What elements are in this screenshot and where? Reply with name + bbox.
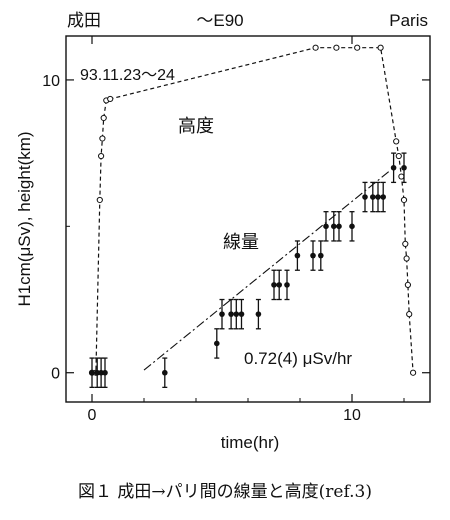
dose-point [255, 311, 262, 317]
altitude-point [98, 152, 105, 160]
altitude-point [354, 44, 361, 51]
dose-point [276, 282, 283, 288]
altitude-point [398, 173, 405, 180]
altitude-point [395, 152, 402, 160]
dose-point [318, 252, 324, 259]
altitude-point [107, 95, 114, 103]
dose-point [98, 369, 104, 376]
altitude-point [393, 138, 400, 145]
dose-point [362, 194, 368, 200]
dose-point [219, 311, 225, 317]
dose-point [214, 340, 220, 347]
dose-point [323, 223, 329, 230]
altitude-point [377, 44, 384, 51]
dose-point [401, 164, 407, 171]
figure-caption: 図１ 成田→パリ間の線量と高度(ref.3) [78, 482, 372, 502]
dose-point [331, 223, 337, 230]
altitude-point [404, 281, 411, 288]
x-tick-label: 10 [343, 407, 361, 424]
altitude-point [96, 196, 103, 204]
altitude-point [400, 196, 408, 204]
altitude-point [406, 311, 413, 318]
dose-point [238, 311, 245, 317]
destination-label: Paris [389, 11, 428, 30]
altitude-point [402, 240, 409, 247]
dose-point [284, 282, 290, 288]
y-axis-label: H1cm(μSv), height(km) [15, 131, 34, 306]
dose-point [228, 311, 234, 317]
dose-point [370, 194, 376, 200]
altitude-point [333, 44, 340, 51]
x-tick-label: 0 [88, 407, 97, 424]
dose-point [271, 282, 277, 288]
fit-line [143, 169, 392, 371]
dose-point [294, 252, 301, 259]
dose-point [349, 223, 355, 230]
dose-point [102, 369, 108, 376]
dose-point [380, 194, 387, 200]
dose-series-label: 線量 [223, 232, 259, 252]
date-annotation: 93.11.23〜24 [80, 67, 175, 84]
altitude-point [410, 369, 417, 376]
dose-point [310, 252, 316, 259]
x-axis-label: time(hr) [221, 433, 280, 452]
origin-label: 成田 [67, 11, 101, 30]
dose-rate-annotation: 0.72(4) μSv/hr [244, 349, 352, 368]
axis-ticks: 0 10 0 10 [42, 36, 430, 424]
dose-point [375, 194, 381, 200]
dose-rate-fit-line [143, 169, 392, 371]
altitude-point [403, 255, 410, 262]
altitude-point [312, 44, 319, 51]
plot-frame [65, 35, 431, 403]
dose-point [336, 223, 342, 230]
altitude-point [100, 114, 107, 122]
dose-point [390, 164, 397, 171]
y-tick-label: 0 [51, 366, 60, 383]
altitude-series [88, 44, 417, 376]
dose-series [89, 152, 407, 389]
dose-point [94, 369, 100, 376]
y-tick-label: 10 [42, 73, 60, 90]
dose-point [89, 369, 95, 376]
dose-point [233, 311, 240, 317]
altitude-series-label: 高度 [178, 116, 214, 136]
dose-point [162, 369, 168, 376]
via-label: 〜E90 [196, 11, 243, 30]
altitude-point [99, 135, 106, 142]
